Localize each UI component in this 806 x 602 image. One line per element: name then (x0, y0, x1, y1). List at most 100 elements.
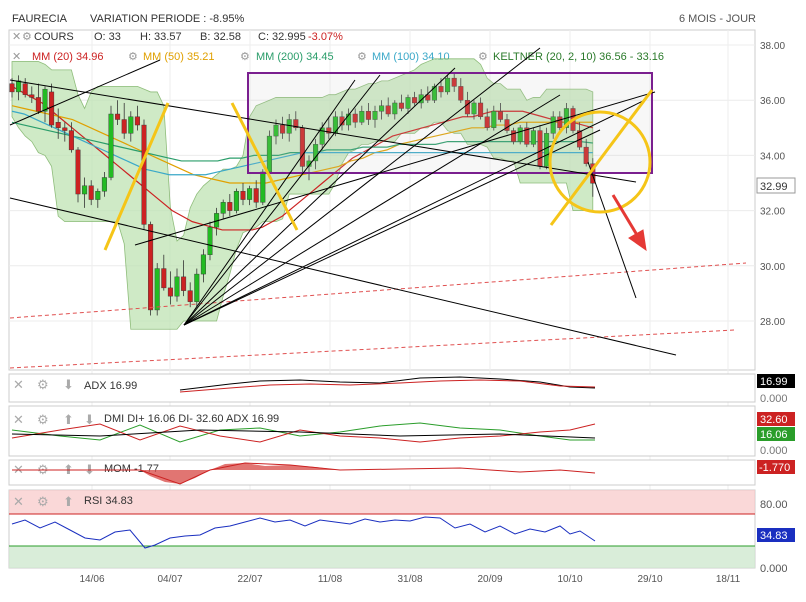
trendline[interactable] (9, 59, 161, 126)
adx-zero: 0.000 (760, 393, 788, 405)
candle-body (101, 177, 107, 192)
fan-line[interactable] (183, 79, 356, 326)
candle-body (253, 188, 259, 203)
adx-badge-value: 16.99 (760, 376, 788, 388)
close-icon[interactable]: ✕ (12, 31, 21, 43)
arrow-down-icon[interactable]: ⬇ (63, 377, 74, 392)
rsi-level-high: 80.00 (760, 499, 788, 511)
candle-body (9, 83, 15, 93)
candle-body (154, 268, 160, 311)
candle-body (379, 105, 385, 112)
arrow-up-icon[interactable]: ⬆ (63, 494, 74, 509)
candle-body (524, 127, 530, 145)
legend-row-2: ✕ MM (20) 34.96 ⚙ MM (50) 35.21 ⚙ MM (20… (12, 51, 664, 63)
candle-body (220, 202, 226, 214)
candles (9, 72, 596, 316)
trendline[interactable] (587, 161, 637, 299)
candle-body (200, 254, 206, 275)
candle-body (108, 113, 114, 178)
candle-body (29, 94, 35, 98)
close-icon[interactable]: ✕ (13, 412, 24, 427)
gear-icon[interactable]: ⚙ (22, 31, 32, 43)
legend-row-1: ✕ ⚙ COURS O: 33 H: 33.57 B: 32.58 C: 32.… (12, 31, 343, 43)
candle-body (115, 113, 121, 120)
fan-line[interactable] (183, 94, 561, 326)
dmi-badge-green (757, 427, 795, 441)
candle-body (550, 116, 556, 134)
candle-body (445, 77, 451, 93)
candle-body (286, 119, 292, 134)
candle-body (511, 130, 517, 142)
y-tick-label: 36.00 (760, 96, 785, 107)
gear-icon[interactable]: ⚙ (37, 412, 49, 427)
x-tick-label: 31/08 (397, 574, 422, 585)
fan-line[interactable] (183, 99, 646, 326)
candle-body (134, 116, 140, 126)
y-tick-label: 38.00 (760, 41, 785, 52)
arrow-down-icon[interactable]: ⬇ (84, 412, 95, 427)
candle-body (313, 144, 319, 162)
candle-body (121, 119, 127, 134)
candle-body (431, 86, 437, 101)
candle-body (306, 160, 312, 167)
date-axis: 14/06 04/07 22/07 11/08 31/08 20/09 10/10 29/10… (79, 574, 740, 585)
arrow-up-icon[interactable]: ⬆ (63, 412, 74, 427)
gear-icon[interactable]: ⚙ (37, 494, 49, 509)
yellow-stroke[interactable] (103, 102, 170, 251)
adx-label: ADX 16.99 (84, 380, 137, 392)
candle-body (62, 127, 68, 131)
purple-range-box[interactable] (247, 72, 653, 174)
gear-icon[interactable]: ⚙ (240, 51, 250, 63)
candle-body (240, 191, 246, 200)
fan-line[interactable] (183, 67, 456, 326)
y-tick-label: 28.00 (760, 317, 785, 328)
yellow-circle[interactable] (548, 110, 652, 214)
fan-line[interactable] (183, 47, 541, 326)
candle-body (478, 102, 484, 117)
candle-body (491, 111, 497, 128)
high-value: H: 33.57 (140, 31, 182, 43)
dmi-badge-red (757, 412, 795, 426)
candle-body (181, 276, 187, 291)
close-icon[interactable]: ✕ (12, 51, 21, 63)
rsi-level-low: 0.000 (760, 563, 788, 575)
candle-body (75, 149, 81, 195)
x-tick-label: 14/06 (79, 574, 104, 585)
candle-body (544, 133, 550, 167)
dashed-trendline-lower[interactable] (9, 329, 736, 369)
close-value: C: 32.995 (258, 31, 306, 43)
rsi-label: RSI 34.83 (84, 495, 133, 507)
red-arrow-head[interactable] (628, 229, 647, 252)
rsi-overbought-zone (9, 490, 755, 514)
fan-line[interactable] (183, 129, 601, 326)
mom-badge (757, 460, 795, 474)
trendline[interactable] (9, 79, 637, 183)
candle-body (365, 111, 371, 120)
trendline[interactable] (9, 197, 677, 356)
candle-body (247, 188, 253, 200)
gear-icon[interactable]: ⚙ (357, 51, 367, 63)
rsi-line (11, 516, 596, 549)
period-selector[interactable]: 6 MOIS - JOUR (679, 13, 756, 25)
candle-body (392, 102, 398, 115)
close-icon[interactable]: ✕ (13, 494, 24, 509)
red-arrow-shaft[interactable] (611, 194, 642, 241)
mm50-label: MM (50) 35.21 (143, 51, 215, 63)
candle-body (405, 97, 411, 109)
trendline[interactable] (134, 91, 656, 246)
open-value: O: 33 (94, 31, 121, 43)
candle-body (471, 102, 477, 115)
gear-icon[interactable]: ⚙ (128, 51, 138, 63)
candle-body (35, 97, 41, 112)
yellow-stroke[interactable] (549, 89, 654, 226)
candle-body (49, 91, 55, 126)
candle-body (280, 124, 286, 134)
yellow-stroke[interactable] (230, 102, 299, 231)
mom-area (140, 463, 340, 484)
gear-icon[interactable]: ⚙ (478, 51, 488, 63)
candle-body (88, 185, 94, 200)
candle-body (227, 202, 233, 211)
close-icon[interactable]: ✕ (13, 377, 24, 392)
gear-icon[interactable]: ⚙ (37, 377, 49, 392)
dmi-panel: ✕ ⚙ ⬆ ⬇ DMI DI+ 16.06 DI- 32.60 ADX 16.9… (8, 405, 795, 457)
